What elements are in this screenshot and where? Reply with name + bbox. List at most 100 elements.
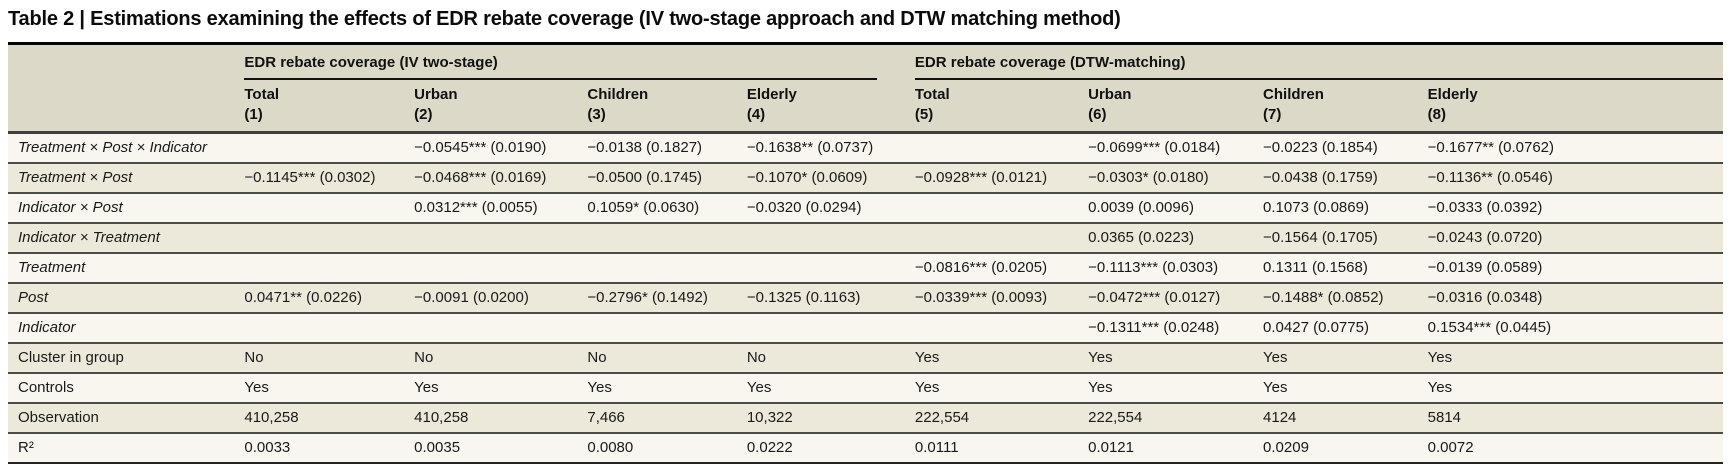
- cell: 0.1059* (0.0630): [577, 192, 737, 223]
- table-row: Indicator −0.1311*** (0.0248) 0.0427 (0.07…: [8, 312, 1723, 343]
- table-row: Treatment × Post × Indicator −0.0545*** (…: [8, 132, 1723, 163]
- cell: [234, 222, 405, 253]
- row-label: Treatment × Post × Indicator: [8, 132, 235, 163]
- cell: 0.1311 (0.1568): [1253, 252, 1418, 283]
- cell: [234, 252, 405, 283]
- cell: [904, 312, 1079, 343]
- cell: 0.0035: [404, 432, 578, 464]
- cell: 222,554: [1078, 402, 1254, 433]
- column-label: Total: [914, 86, 950, 103]
- column-number: (7): [1263, 106, 1282, 123]
- cell: [577, 312, 737, 343]
- row-label: Treatment: [8, 252, 235, 283]
- cell: −0.0816*** (0.0205): [904, 252, 1079, 283]
- cell: [404, 252, 578, 283]
- table-row: Controls Yes Yes Yes Yes Yes Yes Yes Yes: [8, 372, 1723, 403]
- cell: −0.1488* (0.0852): [1253, 282, 1418, 313]
- table-row: Indicator × Treatment 0.0365 (0.0223) −0.1…: [8, 222, 1723, 253]
- cell: No: [234, 342, 405, 373]
- cell: 0.0033: [234, 432, 405, 464]
- cell: Yes: [404, 372, 578, 403]
- cell: −0.1145*** (0.0302): [234, 162, 405, 193]
- cell: −0.0500 (0.1745): [577, 162, 737, 193]
- column-number: (6): [1088, 106, 1107, 123]
- cell: −0.1136** (0.0546): [1417, 162, 1723, 193]
- cell: 0.0072: [1417, 432, 1723, 464]
- cell: 5814: [1417, 402, 1723, 433]
- column-number: (5): [914, 106, 934, 123]
- cell: −0.0316 (0.0348): [1417, 282, 1723, 313]
- column-label: Elderly: [1427, 86, 1478, 103]
- cell: 0.0080: [577, 432, 737, 464]
- cell: −0.0928*** (0.0121): [904, 162, 1079, 193]
- cell: [904, 222, 1079, 253]
- column-label: Children: [587, 86, 649, 103]
- row-label: Indicator: [8, 312, 235, 343]
- cell: −0.0699*** (0.0184): [1078, 132, 1254, 163]
- cell: 4124: [1253, 402, 1418, 433]
- cell: No: [736, 342, 905, 373]
- column-group-iv-two-stage: EDR rebate coverage (IV two-stage): [234, 43, 905, 80]
- table-row: Treatment × Post −0.1145*** (0.0302) −0.04…: [8, 162, 1723, 193]
- cell: [577, 252, 737, 283]
- table-title: Table 2 | Estimations examining the effe…: [8, 8, 1121, 30]
- cell: 0.0039 (0.0096): [1078, 192, 1254, 223]
- cell: 0.0209: [1253, 432, 1418, 464]
- cell: 0.1534*** (0.0445): [1417, 312, 1723, 343]
- cell: Yes: [736, 372, 905, 403]
- cell: −0.1564 (0.1705): [1253, 222, 1418, 253]
- cell: −0.0320 (0.0294): [736, 192, 905, 223]
- cell: Yes: [1417, 372, 1723, 403]
- cell: −0.0333 (0.0392): [1417, 192, 1723, 223]
- cell: −0.0138 (0.1827): [577, 132, 737, 163]
- cell: [577, 222, 737, 253]
- row-label: Indicator × Treatment: [8, 222, 235, 253]
- cell: −0.1070* (0.0609): [736, 162, 905, 193]
- cell: [736, 252, 905, 283]
- cell: −0.0091 (0.0200): [404, 282, 578, 313]
- table-row: Observation 410,258 410,258 7,466 10,322 222,…: [8, 402, 1723, 433]
- cell: −0.1325 (0.1163): [736, 282, 905, 313]
- column-label: Elderly: [746, 86, 797, 103]
- cell: Yes: [577, 372, 737, 403]
- cell: [736, 312, 905, 343]
- column-header-total-5: Total (5): [904, 80, 1079, 134]
- cell: −0.1677** (0.0762): [1417, 132, 1723, 163]
- cell: [234, 132, 405, 163]
- cell: −0.1311*** (0.0248): [1078, 312, 1254, 343]
- cell: 222,554: [904, 402, 1079, 433]
- table-row: Indicator × Post 0.0312*** (0.0055) 0.1059…: [8, 192, 1723, 223]
- cell: −0.0472*** (0.0127): [1078, 282, 1254, 313]
- column-header-urban-6: Urban (6): [1078, 80, 1254, 134]
- cell: [404, 312, 578, 343]
- row-label: Observation: [8, 402, 235, 433]
- row-label: Controls: [8, 372, 235, 403]
- cell: −0.0468*** (0.0169): [404, 162, 578, 193]
- row-label: Treatment × Post: [8, 162, 235, 193]
- table-row: Cluster in group No No No No Yes Yes Yes Yes: [8, 342, 1723, 373]
- cell: −0.0243 (0.0720): [1417, 222, 1723, 253]
- table-body: Treatment × Post × Indicator −0.0545*** (…: [8, 132, 1723, 464]
- column-header-elderly-4: Elderly (4): [736, 80, 905, 134]
- cell: Yes: [1078, 342, 1254, 373]
- cell: −0.0339*** (0.0093): [904, 282, 1079, 313]
- column-number: (1): [244, 106, 263, 123]
- cell: [904, 132, 1079, 163]
- cell: [234, 192, 405, 223]
- cell: Yes: [1417, 342, 1723, 373]
- cell: No: [577, 342, 737, 373]
- cell: Yes: [1078, 372, 1254, 403]
- group-header-row: EDR rebate coverage (IV two-stage) EDR r…: [8, 43, 1723, 80]
- cell: 0.0312*** (0.0055): [404, 192, 578, 223]
- cell: 10,322: [736, 402, 905, 433]
- cell: −0.0139 (0.0589): [1417, 252, 1723, 283]
- column-number: (8): [1427, 106, 1446, 123]
- column-label: Urban: [1088, 86, 1132, 103]
- cell: 0.0427 (0.0775): [1253, 312, 1418, 343]
- cell: Yes: [1253, 372, 1418, 403]
- column-number: (3): [587, 106, 606, 123]
- cell: No: [404, 342, 578, 373]
- cell: Yes: [234, 372, 405, 403]
- column-label: Urban: [414, 86, 458, 103]
